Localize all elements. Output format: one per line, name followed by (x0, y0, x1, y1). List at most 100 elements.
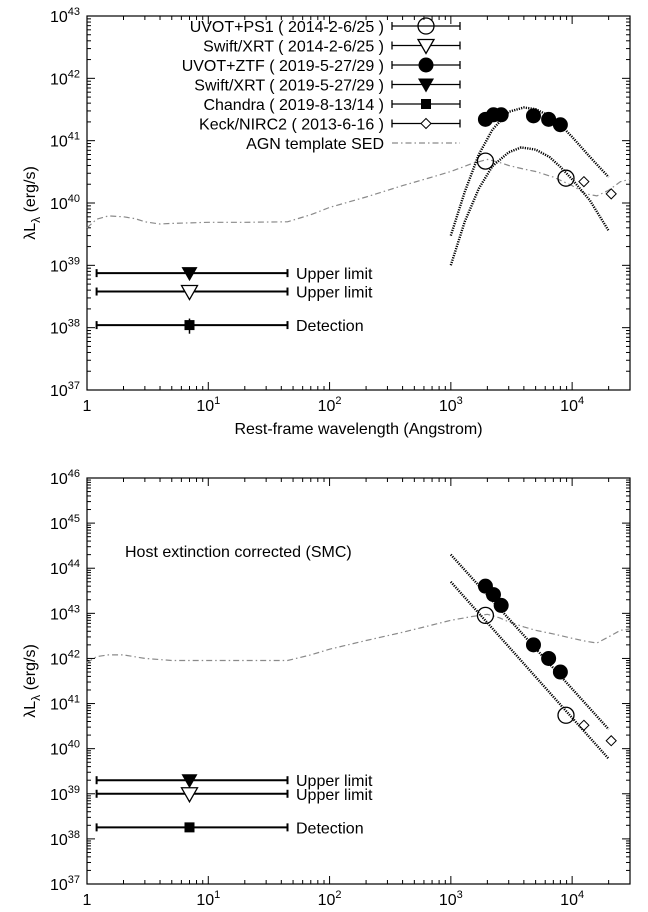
fit-curve (449, 146, 610, 266)
y-tick-mantissa: 10 (50, 471, 68, 488)
y-tick-mantissa: 10 (50, 832, 68, 849)
limit-label: Upper limit (296, 266, 373, 283)
y-tick-label: 1040 (50, 739, 80, 759)
open-triangle-point (180, 787, 199, 804)
y-tick-label: 1043 (50, 603, 80, 623)
y-tick-label: 1041 (50, 131, 80, 151)
y-axis-label-part: (erg/s) (22, 644, 39, 695)
open-circle-point (557, 169, 575, 187)
legend-label: Swift/XRT ( 2019-5-27/29 ) (194, 78, 384, 95)
x-tick-label: 102 (318, 889, 342, 909)
y-tick-exponent: 41 (68, 131, 80, 143)
filled-circle-point (485, 587, 501, 603)
x-tick-mantissa: 10 (439, 398, 457, 415)
fit-curve (449, 581, 610, 760)
filled-square-point (184, 320, 195, 331)
x-tick-mantissa: 10 (560, 892, 578, 909)
plot-frame (86, 477, 631, 885)
open-diamond-point (578, 175, 590, 188)
y-tick-mantissa: 10 (50, 787, 68, 804)
y-tick-mantissa: 10 (50, 742, 68, 759)
y-tick-exponent: 37 (68, 874, 80, 886)
open-triangle-point (180, 284, 199, 301)
limit-label: Upper limit (296, 773, 373, 790)
y-tick-mantissa: 10 (50, 258, 68, 275)
x-tick-mantissa: 10 (196, 398, 214, 415)
y-tick-mantissa: 10 (50, 196, 68, 213)
y-tick-mantissa: 10 (50, 321, 68, 338)
y-tick-exponent: 42 (68, 68, 80, 80)
y-tick-exponent: 38 (68, 829, 80, 841)
y-tick-label: 1038 (50, 318, 80, 338)
agn-template-line (86, 158, 631, 229)
filled-triangle-point (181, 267, 198, 282)
y-tick-exponent: 39 (68, 784, 80, 796)
y-tick-mantissa: 10 (50, 9, 68, 26)
filled-circle-point (493, 597, 509, 613)
limit-label: Upper limit (296, 285, 373, 302)
filled-triangle-point (181, 774, 198, 789)
y-tick-mantissa: 10 (50, 561, 68, 578)
y-axis-label: λLλ (erg/s) (22, 166, 43, 240)
x-tick-exponent: 1 (214, 395, 220, 407)
filled-circle-point (552, 117, 568, 133)
filled-circle-point (525, 108, 541, 124)
x-tick-label: 1 (83, 398, 92, 415)
y-tick-label: 1043 (50, 6, 80, 26)
y-tick-label: 1045 (50, 513, 80, 533)
x-tick-mantissa: 1 (83, 892, 92, 909)
legend-label: Swift/XRT ( 2014-2-6/25 ) (203, 39, 384, 56)
legend-open-diamond-marker (420, 117, 432, 130)
y-tick-mantissa: 10 (50, 606, 68, 623)
y-tick-exponent: 42 (68, 648, 80, 660)
x-tick-exponent: 3 (457, 889, 463, 901)
y-axis-label-part: λL (22, 701, 39, 718)
open-circle-point (476, 606, 495, 625)
x-tick-mantissa: 10 (196, 892, 214, 909)
y-tick-exponent: 43 (68, 6, 80, 18)
x-tick-mantissa: 10 (439, 892, 457, 909)
y-tick-label: 1046 (50, 468, 80, 488)
x-tick-label: 103 (439, 395, 463, 415)
y-tick-mantissa: 10 (50, 383, 68, 400)
legend-label: Chandra ( 2019-8-13/14 ) (203, 97, 384, 114)
x-tick-label: 104 (560, 395, 584, 415)
agn-template-line (86, 613, 631, 664)
x-tick-mantissa: 10 (318, 892, 336, 909)
filled-circle-point (541, 650, 557, 666)
x-tick-mantissa: 10 (318, 398, 336, 415)
y-axis-label-part: λL (22, 223, 39, 240)
y-tick-label: 1040 (50, 193, 80, 213)
open-circle-point (557, 706, 575, 724)
legend-label: UVOT+ZTF ( 2019-5-27/29 ) (182, 58, 384, 75)
legend-filled-triangle-marker (418, 78, 434, 93)
limit-label: Detection (296, 318, 364, 335)
y-tick-exponent: 40 (68, 739, 80, 751)
y-tick-label: 1037 (50, 380, 80, 400)
limit-label: Upper limit (296, 787, 373, 804)
y-tick-exponent: 37 (68, 380, 80, 392)
y-tick-mantissa: 10 (50, 697, 68, 714)
x-tick-exponent: 1 (214, 889, 220, 901)
y-tick-label: 1042 (50, 68, 80, 88)
y-axis-label: λLλ (erg/s) (22, 644, 43, 718)
x-tick-exponent: 3 (457, 395, 463, 407)
filled-circle-point (525, 637, 541, 653)
y-tick-exponent: 46 (68, 468, 80, 480)
open-circle-point (476, 152, 495, 170)
x-tick-exponent: 2 (335, 395, 341, 407)
panel-2: 1037103810391040104110421043104410451046… (22, 468, 631, 909)
x-tick-exponent: 4 (578, 889, 584, 901)
open-diamond-point (578, 719, 590, 731)
legend-filled-square-marker (421, 99, 431, 109)
y-tick-exponent: 38 (68, 318, 80, 330)
y-tick-exponent: 41 (68, 694, 80, 706)
x-axis-label: Rest-frame wavelength (Angstrom) (234, 421, 482, 438)
y-tick-exponent: 39 (68, 255, 80, 267)
legend-label: UVOT+PS1 ( 2014-2-6/25 ) (190, 19, 384, 36)
x-tick-label: 101 (196, 889, 220, 909)
y-tick-mantissa: 10 (50, 877, 68, 894)
fit-curve (449, 106, 610, 236)
y-tick-label: 1039 (50, 784, 80, 804)
